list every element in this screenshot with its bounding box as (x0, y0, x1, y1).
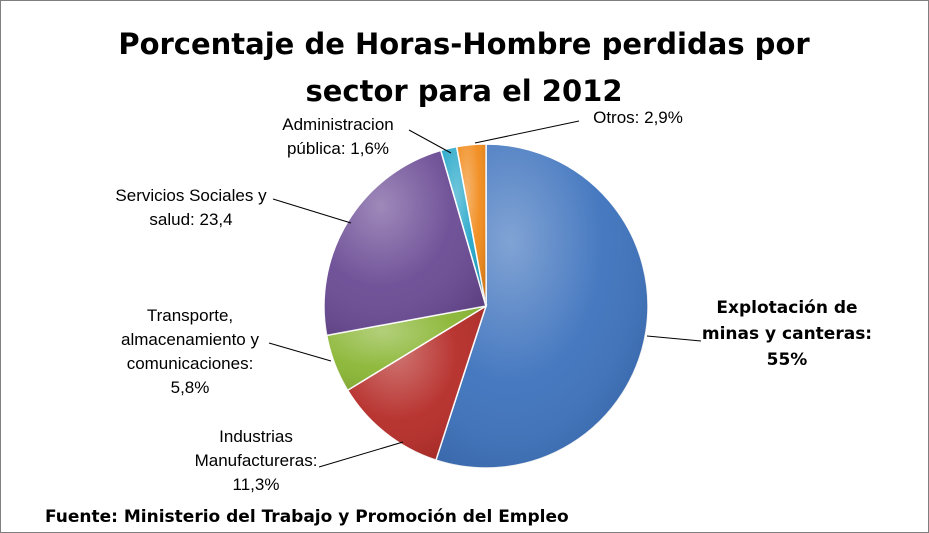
slice-label-line: salud: 23,4 (149, 210, 232, 229)
slice-label-line: Otros: 2,9% (593, 108, 683, 127)
pie-slice-shade (347, 306, 486, 461)
slice-labels: Explotación de minas y canteras: 55% Indust… (115, 108, 872, 494)
slice-label: Administracion pública: 1,6% (282, 115, 394, 158)
slice-label: Industrias Manufactureras: 11,3% (195, 427, 318, 494)
slice-label-line: minas y canteras: (702, 324, 872, 344)
slice-label-line: Transporte, (147, 306, 233, 325)
pie-slice-shade (326, 306, 486, 391)
slice-label: Transporte, almacenamiento y comunicacione… (121, 306, 259, 397)
slice-label-line: pública: 1,6% (287, 139, 389, 158)
chart-title-line-2: sector para el 2012 (305, 74, 622, 108)
slice-label: Otros: 2,9% (593, 108, 683, 127)
leader-line (646, 335, 702, 342)
slice-label-line: Industrias (219, 427, 293, 446)
leader-line (474, 120, 580, 144)
slice-label-line: 5,8% (171, 378, 210, 397)
slice-label-line: Manufactureras: (195, 451, 318, 470)
source-note: Fuente: Ministerio del Trabajo y Promoci… (45, 507, 569, 527)
slice-label-line: 55% (767, 350, 808, 370)
slice-label-line: almacenamiento y (121, 330, 259, 349)
pie-slice-shade (435, 144, 649, 468)
slice-label-line: Explotación de (716, 298, 857, 318)
chart-title-line-1: Porcentaje de Horas-Hombre perdidas por (118, 27, 810, 61)
leader-line (272, 198, 352, 224)
slice-label: Explotación de minas y canteras: 55% (702, 298, 872, 370)
slice-label-line: Servicios Sociales y (115, 186, 267, 205)
slice-label-line: Administracion (282, 115, 394, 134)
pie-slice-shade (323, 150, 486, 336)
leader-line (318, 441, 404, 468)
leader-line (268, 342, 332, 362)
leader-lines (268, 120, 702, 468)
leader-line (408, 129, 452, 154)
slice-label-line: comunicaciones: (127, 354, 254, 373)
pie-slice-shade (440, 146, 486, 306)
slice-label-line: 11,3% (233, 475, 280, 494)
pie-slices (323, 143, 649, 469)
slice-label: Servicios Sociales y salud: 23,4 (115, 186, 267, 229)
pie-slice-shade (456, 144, 486, 306)
